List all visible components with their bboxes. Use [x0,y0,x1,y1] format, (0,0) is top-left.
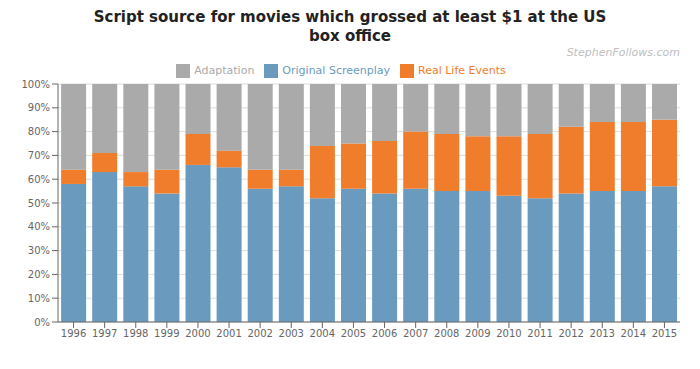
svg-text:1997: 1997 [92,328,117,339]
svg-text:70%: 70% [28,150,50,161]
svg-text:90%: 90% [28,102,50,113]
svg-text:2007: 2007 [403,328,428,339]
html-text:Adaptation: Adaptation [194,64,255,77]
svg-text:100%: 100% [21,79,50,90]
svg-text:2008: 2008 [434,328,459,339]
svg-text:1999: 1999 [154,328,179,339]
svg-text:2005: 2005 [341,328,366,339]
svg-text:2011: 2011 [527,328,552,339]
svg-text:2006: 2006 [372,328,397,339]
svg-text:30%: 30% [28,245,50,256]
svg-text:2003: 2003 [279,328,304,339]
svg-text:80%: 80% [28,126,50,137]
svg-text:1998: 1998 [123,328,148,339]
svg-text:0%: 0% [34,317,50,328]
svg-text:60%: 60% [28,174,50,185]
html-text:box office: box office [309,27,391,45]
svg-text:40%: 40% [28,221,50,232]
svg-text:2015: 2015 [652,328,677,339]
html-text:Original Screenplay: Original Screenplay [282,64,390,77]
svg-text:2009: 2009 [465,328,490,339]
svg-text:2013: 2013 [590,328,615,339]
svg-text:2014: 2014 [621,328,646,339]
svg-text:2001: 2001 [216,328,241,339]
svg-text:2000: 2000 [185,328,210,339]
svg-text:2010: 2010 [496,328,521,339]
html-text:Script source for movies which: Script source for movies which grossed a… [93,8,607,26]
svg-text:2004: 2004 [310,328,335,339]
svg-text:10%: 10% [28,293,50,304]
html-text:StephenFollows.com: StephenFollows.com [566,46,680,59]
svg-text:2012: 2012 [558,328,583,339]
svg-text:2002: 2002 [247,328,272,339]
svg-text:1996: 1996 [61,328,86,339]
html-text:Real Life Events: Real Life Events [418,64,506,77]
svg-text:50%: 50% [28,198,50,209]
svg-text:20%: 20% [28,269,50,280]
